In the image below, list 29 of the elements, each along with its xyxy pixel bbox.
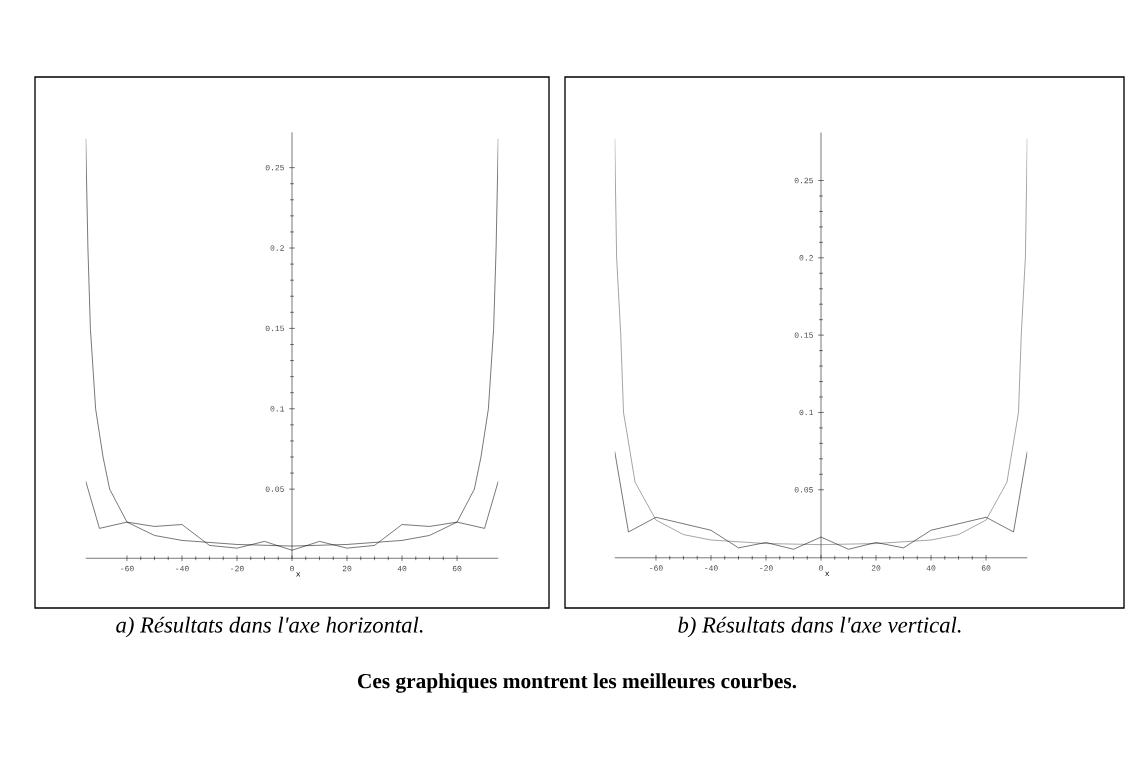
x-tick-label: -20 [231, 565, 244, 572]
x-tick-label: 60 [452, 565, 462, 572]
x-axis-title: x [296, 572, 301, 577]
x-tick-label: 20 [871, 565, 881, 571]
x-tick-label: 0 [819, 565, 823, 571]
y-tick-label: 0.1 [799, 409, 814, 416]
y-tick-label: 0.1 [270, 406, 285, 412]
y-tick-label: 0.05 [794, 487, 813, 493]
x-axis-title: x [825, 571, 830, 577]
x-tick-label: -40 [176, 565, 189, 572]
y-tick-label: 0.2 [270, 245, 284, 251]
x-tick-label: 40 [397, 565, 407, 572]
x-tick-label: 40 [926, 565, 936, 571]
text: a) Résultats dans l'axe horizontal. [116, 616, 423, 638]
x-tick-label: -60 [650, 565, 663, 571]
y-tick-label: 0.05 [265, 486, 284, 492]
y-tick-label: 0.25 [265, 164, 284, 171]
y-tick-label: 0.15 [794, 332, 813, 338]
x-tick-label: 20 [342, 565, 352, 572]
text: Ces graphiques montrent les meilleures courbes. [358, 673, 797, 693]
x-tick-label: -60 [121, 565, 134, 572]
x-tick-label: 60 [981, 565, 991, 571]
y-tick-label: 0.2 [799, 255, 813, 261]
text: b) Résultats dans l'axe vertical. [678, 616, 961, 638]
x-tick-label: 0 [290, 565, 294, 572]
y-tick-label: 0.15 [265, 325, 284, 332]
x-tick-label: -40 [705, 565, 718, 571]
y-tick-label: 0.25 [794, 177, 813, 184]
x-tick-label: -20 [760, 565, 773, 571]
